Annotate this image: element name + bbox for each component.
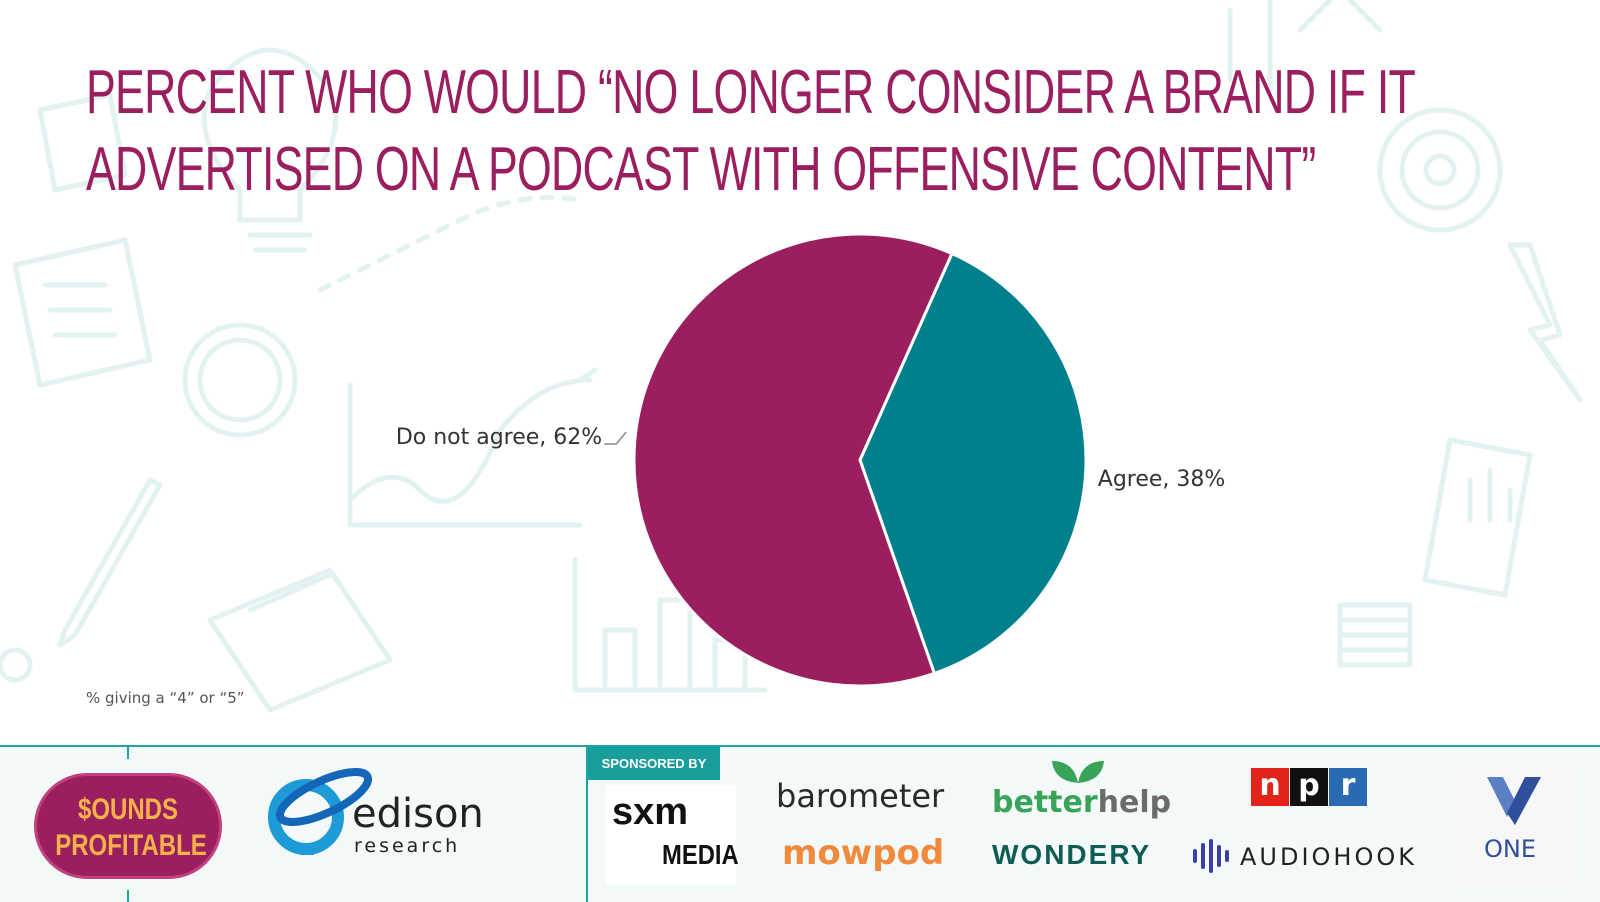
sxm-text: sxm bbox=[612, 791, 689, 833]
background-doodles bbox=[0, 0, 1583, 713]
npr-p: p bbox=[1290, 768, 1328, 806]
checklist-doodle bbox=[12, 237, 153, 388]
phone-doodle bbox=[1422, 437, 1533, 598]
leaf-icon bbox=[1052, 761, 1104, 783]
footer-divider bbox=[586, 747, 588, 902]
target-doodle bbox=[1377, 107, 1503, 233]
lightning-doodle bbox=[1507, 242, 1583, 403]
dotted-path-doodle bbox=[317, 195, 583, 293]
footer-tick-top bbox=[127, 747, 129, 759]
npr-r: r bbox=[1329, 768, 1367, 806]
better-text: better bbox=[992, 785, 1098, 820]
footnote: % giving a “4” or “5” bbox=[86, 689, 245, 707]
betterhelp-logo: betterhelp bbox=[992, 757, 1171, 827]
notepad-doodle bbox=[37, 92, 128, 193]
edison-research-text: research bbox=[354, 835, 461, 857]
money-doodle bbox=[207, 567, 393, 713]
sounds-text: $OUNDS bbox=[77, 793, 179, 826]
coins-stack-doodle bbox=[1337, 602, 1413, 668]
footer-tick-bottom bbox=[127, 890, 129, 902]
one-text: ONE bbox=[1484, 835, 1537, 863]
pie-slice-agree bbox=[858, 251, 1088, 676]
lightbulb-doodle bbox=[201, 47, 339, 253]
sxm-media-logo: sxm MEDIA bbox=[606, 785, 739, 885]
profitable-text: PROFITABLE bbox=[55, 829, 207, 862]
bar-chart-doodle bbox=[572, 557, 768, 693]
sponsored-by-badge: SPONSORED BY bbox=[588, 747, 720, 780]
help-text: help bbox=[1097, 785, 1172, 820]
leader-line-do-not-agree bbox=[604, 431, 627, 445]
edison-globe-icon bbox=[268, 768, 373, 855]
data-label-do-not-agree: Do not agree, 62% bbox=[396, 425, 602, 450]
line-chart-doodle bbox=[347, 367, 598, 528]
barometer-logo: barometer bbox=[776, 777, 945, 815]
sxm-media-text: MEDIA bbox=[662, 839, 739, 870]
sponsor-footer: $OUNDS PROFITABLE edison research SPONSO… bbox=[0, 745, 1600, 902]
growth-chart-doodle bbox=[1227, 0, 1383, 93]
wondery-logo: WONDERY bbox=[992, 839, 1152, 870]
edison-research-logo: edison research bbox=[266, 765, 496, 875]
pie-chart: Agree, 38% Do not agree, 62% bbox=[396, 232, 1226, 688]
edison-text: edison bbox=[352, 791, 484, 837]
v-mark-icon bbox=[1487, 777, 1541, 825]
audiohook-text: AUDIOHOOK bbox=[1240, 843, 1417, 871]
pen-doodle bbox=[57, 477, 163, 648]
coin-doodle bbox=[182, 322, 298, 438]
sounds-profitable-logo: $OUNDS PROFITABLE bbox=[34, 773, 222, 879]
one-logo: ONE bbox=[1454, 767, 1574, 887]
mowpod-logo: mowpod bbox=[782, 833, 945, 873]
pie-slice-do-not-agree bbox=[632, 232, 954, 688]
soundwave-icon bbox=[1193, 839, 1229, 873]
npr-n: n bbox=[1251, 768, 1289, 806]
data-label-agree: Agree, 38% bbox=[1098, 467, 1226, 492]
npr-logo: n p r bbox=[1251, 768, 1367, 806]
